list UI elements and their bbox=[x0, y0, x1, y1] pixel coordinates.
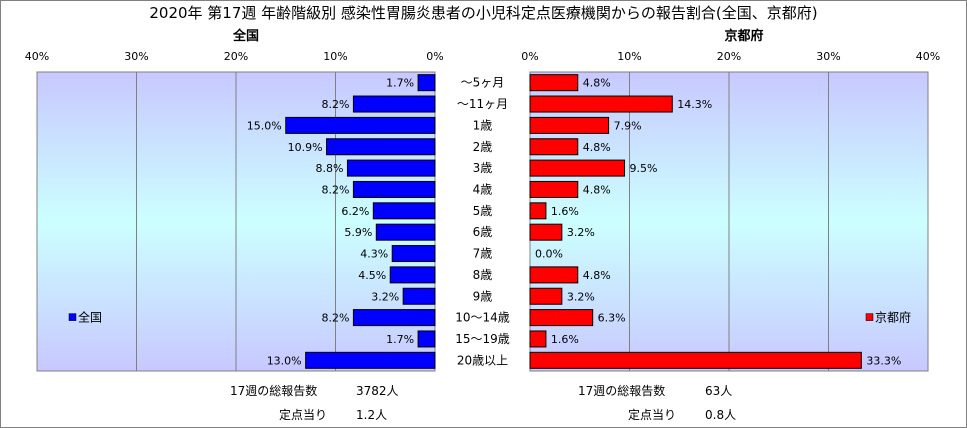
kyoto-bar bbox=[529, 116, 610, 134]
kyoto-bar bbox=[529, 95, 673, 113]
category-label: 8歳 bbox=[473, 268, 493, 282]
kyoto-bar bbox=[529, 351, 862, 369]
national-data-label: 1.7% bbox=[386, 77, 414, 90]
national-bar bbox=[372, 202, 436, 220]
national-data-label: 15.0% bbox=[247, 119, 282, 132]
national-total-reports-value: 3782人 bbox=[356, 384, 399, 398]
national-data-label: 1.7% bbox=[386, 333, 414, 346]
kyoto-tick-label: 30% bbox=[816, 50, 840, 63]
national-tick-label: 20% bbox=[224, 50, 248, 63]
kyoto-data-label: 3.2% bbox=[567, 226, 595, 239]
kyoto-total-reports-label: 17週の総報告数 bbox=[578, 384, 666, 398]
national-data-label: 3.2% bbox=[371, 290, 399, 303]
kyoto-data-label: 1.6% bbox=[551, 205, 579, 218]
category-label: 20歳以上 bbox=[457, 353, 508, 367]
kyoto-data-label: 1.6% bbox=[551, 333, 579, 346]
category-label: ～11ヶ月 bbox=[457, 97, 508, 111]
kyoto-tick-label: 10% bbox=[617, 50, 641, 63]
category-label: 3歳 bbox=[473, 161, 493, 175]
kyoto-bar bbox=[529, 330, 547, 348]
kyoto-tick-label: 20% bbox=[717, 50, 741, 63]
kyoto-data-label: 6.3% bbox=[598, 312, 626, 325]
national-bar bbox=[391, 245, 436, 263]
kyoto-tick-label: 40% bbox=[916, 50, 940, 63]
kyoto-data-label: 14.3% bbox=[677, 98, 712, 111]
national-bar bbox=[389, 266, 436, 284]
category-label: 15～19歳 bbox=[455, 332, 510, 346]
national-per-site-value: 1.2人 bbox=[356, 408, 388, 422]
kyoto-tick-label: 0% bbox=[521, 50, 538, 63]
national-bar bbox=[402, 287, 436, 305]
kyoto-data-label: 4.8% bbox=[583, 183, 611, 196]
national-bar bbox=[352, 309, 436, 327]
kyoto-data-label: 33.3% bbox=[866, 354, 901, 367]
category-label: 7歳 bbox=[473, 247, 493, 261]
national-bar bbox=[326, 138, 436, 156]
kyoto-bar bbox=[529, 266, 579, 284]
national-bar bbox=[417, 74, 436, 92]
category-label: ～5ヶ月 bbox=[461, 76, 505, 90]
national-data-label: 10.9% bbox=[288, 141, 323, 154]
kyoto-data-label: 0.0% bbox=[535, 248, 563, 261]
national-data-label: 13.0% bbox=[267, 354, 302, 367]
national-tick-label: 10% bbox=[323, 50, 347, 63]
kyoto-bar bbox=[529, 309, 594, 327]
national-bar bbox=[352, 180, 436, 198]
kyoto-per-site-label: 定点当り bbox=[628, 408, 677, 422]
national-per-site-label: 定点当り bbox=[279, 408, 328, 422]
national-legend-label: 全国 bbox=[78, 310, 102, 325]
national-total-reports-label: 17週の総報告数 bbox=[230, 384, 318, 398]
national-data-label: 4.3% bbox=[360, 248, 388, 261]
category-label: 2歳 bbox=[473, 140, 493, 154]
national-data-label: 6.2% bbox=[341, 205, 369, 218]
kyoto-legend-label: 京都府 bbox=[875, 310, 911, 325]
national-data-label: 8.2% bbox=[321, 312, 349, 325]
category-label: 6歳 bbox=[473, 225, 493, 239]
kyoto-per-site-value: 0.8人 bbox=[705, 408, 737, 422]
national-tick-label: 30% bbox=[124, 50, 148, 63]
national-data-label: 8.8% bbox=[315, 162, 343, 175]
kyoto-total-reports-value: 63人 bbox=[705, 384, 733, 398]
chart-title: 2020年 第17週 年齢階級別 感染性胃腸炎患者の小児科定点医療機関からの報告… bbox=[149, 4, 818, 22]
kyoto-data-label: 4.8% bbox=[583, 77, 611, 90]
kyoto-bar bbox=[529, 138, 579, 156]
category-label: 9歳 bbox=[473, 289, 493, 303]
kyoto-legend-swatch bbox=[865, 313, 874, 321]
national-bar bbox=[305, 351, 436, 369]
category-label: 4歳 bbox=[473, 182, 493, 196]
category-label: 10～14歳 bbox=[455, 311, 510, 325]
kyoto-data-label: 4.8% bbox=[583, 141, 611, 154]
kyoto-bar bbox=[529, 202, 547, 220]
national-data-label: 5.9% bbox=[344, 226, 372, 239]
kyoto-data-label: 4.8% bbox=[583, 269, 611, 282]
kyoto-bar bbox=[529, 74, 579, 92]
national-tick-label: 40% bbox=[25, 50, 49, 63]
category-label: 5歳 bbox=[473, 204, 493, 218]
kyoto-bar bbox=[529, 223, 563, 241]
national-bar bbox=[285, 116, 436, 134]
kyoto-bar bbox=[529, 159, 626, 177]
national-data-label: 8.2% bbox=[321, 98, 349, 111]
national-legend-swatch bbox=[68, 313, 77, 321]
national-bar bbox=[346, 159, 436, 177]
national-bar bbox=[352, 95, 436, 113]
kyoto-bar bbox=[529, 180, 579, 198]
kyoto-data-label: 3.2% bbox=[567, 290, 595, 303]
kyoto-panel-title: 京都府 bbox=[724, 28, 763, 44]
kyoto-data-label: 9.5% bbox=[630, 162, 658, 175]
national-tick-label: 0% bbox=[426, 50, 443, 63]
national-bar bbox=[417, 330, 436, 348]
category-label: 1歳 bbox=[473, 118, 493, 132]
kyoto-bar bbox=[529, 287, 563, 305]
kyoto-data-label: 7.9% bbox=[614, 119, 642, 132]
national-data-label: 8.2% bbox=[321, 183, 349, 196]
national-bar bbox=[375, 223, 436, 241]
national-panel-title: 全国 bbox=[232, 28, 259, 44]
national-data-label: 4.5% bbox=[358, 269, 386, 282]
